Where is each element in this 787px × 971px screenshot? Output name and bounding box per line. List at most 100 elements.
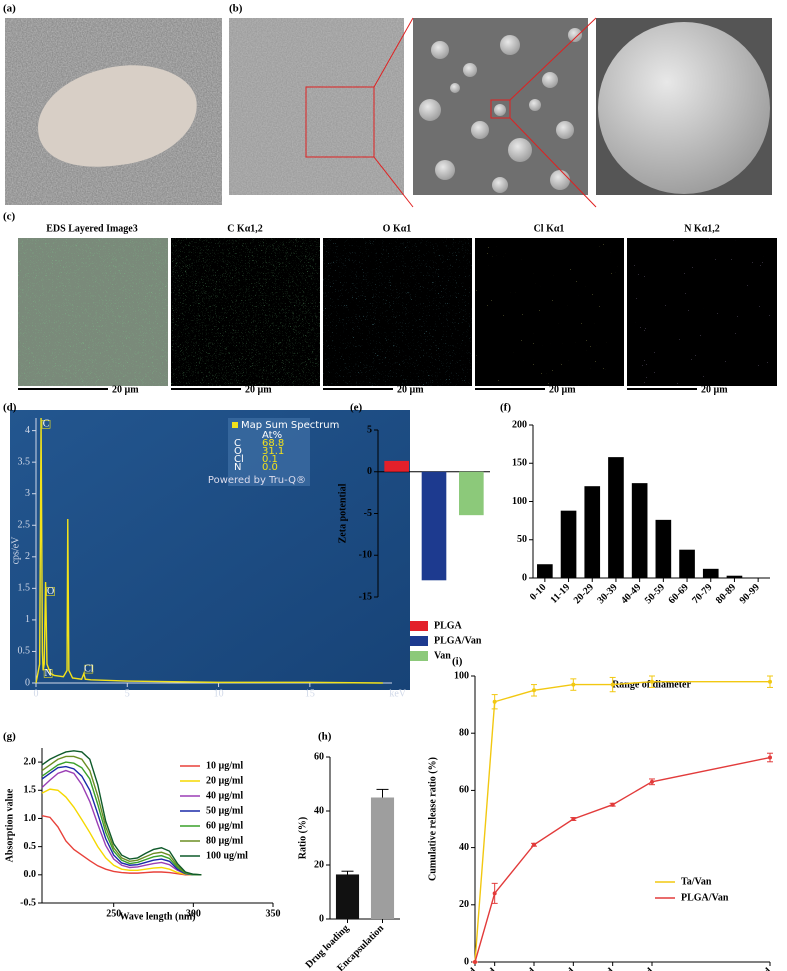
y-tick-label: 0 — [367, 466, 372, 477]
y-tick-label: 0 — [464, 956, 469, 967]
inset-box — [228, 418, 310, 486]
panel-label: (h) — [318, 731, 332, 743]
y-tick-label: 40 — [459, 842, 469, 853]
x-tick-label: 15 — [305, 688, 315, 699]
legend-label: 80 µg/ml — [206, 835, 243, 846]
panel-label: (a) — [3, 3, 16, 15]
panel-label: (d) — [3, 402, 17, 414]
annotation: O — [47, 586, 54, 597]
y-tick-label: 1.0 — [24, 813, 37, 824]
marker — [571, 817, 576, 821]
inset-value: 0.0 — [262, 462, 278, 473]
series-line — [41, 765, 202, 876]
eds-title: O Kα1 — [383, 223, 412, 234]
bar — [560, 510, 577, 578]
y-tick-label: 60 — [459, 785, 469, 796]
x-tick-label: 0 d — [462, 966, 479, 971]
marker — [473, 960, 477, 964]
y-tick-label: 100 — [454, 670, 469, 681]
legend-label: 40 µg/ml — [206, 790, 243, 801]
x-tick-label: 40-49 — [619, 582, 643, 606]
legend-label: PLGA/Van — [681, 892, 729, 903]
panel-label: (g) — [3, 731, 16, 743]
legend-label: 10 µg/ml — [206, 760, 243, 771]
y-tick-label: 100 — [512, 496, 527, 507]
legend-label: PLGA/Van — [434, 635, 482, 646]
y-tick-label: 3.5 — [18, 456, 31, 467]
legend-swatch — [410, 621, 428, 631]
panel-label: (b) — [229, 3, 243, 15]
marker — [768, 755, 772, 760]
bar — [384, 460, 409, 472]
x-axis-label: Wave length (nm) — [119, 911, 195, 922]
marker — [532, 688, 536, 693]
x-tick-label: 300 — [186, 908, 201, 919]
sem-images — [229, 17, 772, 208]
y-tick-label: 2.0 — [24, 756, 37, 767]
eds-title: C Kα1,2 — [227, 223, 263, 234]
legend-label: 50 µg/ml — [206, 805, 243, 816]
annotation: Cl — [84, 663, 94, 674]
legend-swatch — [410, 636, 428, 646]
y-tick-label: 1.5 — [18, 583, 31, 594]
series-line — [41, 761, 202, 876]
marker — [610, 802, 615, 807]
x-tick-label: 3 d — [521, 966, 538, 971]
x-tick-label: 20-29 — [572, 582, 596, 606]
inset-element: Cl — [234, 454, 244, 465]
panel-label: (e) — [350, 402, 363, 414]
y-tick-label: 5 — [367, 424, 372, 435]
y-tick-label: 50 — [517, 534, 527, 545]
series-line — [41, 750, 202, 876]
marker — [610, 682, 615, 687]
annotation-box — [41, 420, 51, 429]
series-line — [41, 814, 202, 876]
x-tick-label: 50-59 — [643, 582, 667, 606]
marker — [532, 842, 536, 847]
y-tick-label: 2.5 — [18, 520, 31, 531]
x-tick-label: 15 d — [753, 966, 774, 971]
y-tick-label: -15 — [359, 591, 372, 602]
eds-title: Cl Kα1 — [534, 223, 565, 234]
y-tick-label: -10 — [359, 550, 372, 561]
bar — [459, 471, 484, 516]
y-tick-label: 150 — [512, 458, 527, 469]
y-tick-label: 4 — [25, 425, 30, 436]
legend-label: Ta/Van — [681, 876, 712, 887]
y-tick-label: 200 — [512, 419, 527, 430]
bar — [702, 568, 719, 578]
bar — [631, 483, 648, 578]
bar — [370, 797, 395, 919]
x-tick-label: 90-99 — [738, 582, 762, 606]
y-axis-label: Zeta potential — [337, 483, 348, 543]
inset-element: C — [234, 438, 241, 449]
x-tick-label: 0-10 — [528, 582, 549, 603]
x-tick-label: 250 — [106, 908, 121, 919]
marker — [492, 891, 497, 896]
inset-value: 68.8 — [262, 438, 284, 449]
bar — [655, 519, 672, 578]
marker — [571, 682, 576, 687]
annotation-box — [43, 669, 53, 678]
marker — [768, 679, 772, 684]
annotation-box — [46, 587, 55, 596]
y-axis-label: Ratio (%) — [297, 817, 308, 860]
bar — [584, 486, 601, 578]
spectrum-background — [10, 410, 410, 690]
inset-element: O — [234, 446, 242, 457]
bar — [726, 575, 743, 578]
series-line — [41, 755, 202, 876]
inset-value: 31.1 — [262, 446, 284, 457]
y-tick-label: 3 — [25, 488, 30, 499]
y-axis-label: cps/eV — [10, 536, 21, 565]
x-tick-label: 80-89 — [714, 582, 738, 606]
marker — [650, 679, 654, 684]
annotation-box — [84, 664, 94, 674]
legend-swatch — [410, 651, 428, 661]
y-tick-label: 2 — [25, 551, 30, 562]
legend-label: 20 µg/ml — [206, 775, 243, 786]
scale-bar-label: 20 µm — [549, 384, 576, 395]
y-tick-label: 0 — [319, 913, 324, 924]
y-tick-label: 20 — [459, 899, 469, 910]
